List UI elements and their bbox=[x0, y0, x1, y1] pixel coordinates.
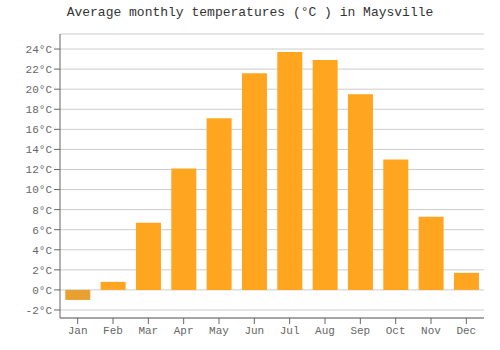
svg-text:24°C: 24°C bbox=[26, 44, 53, 56]
svg-text:8°C: 8°C bbox=[32, 205, 52, 217]
svg-text:16°C: 16°C bbox=[26, 124, 53, 136]
svg-text:0°C: 0°C bbox=[32, 285, 52, 297]
svg-text:Dec: Dec bbox=[456, 325, 476, 337]
svg-text:Mar: Mar bbox=[138, 325, 158, 337]
svg-text:Apr: Apr bbox=[174, 325, 194, 337]
svg-text:2°C: 2°C bbox=[32, 265, 52, 277]
svg-text:May: May bbox=[209, 325, 229, 337]
svg-text:-2°C: -2°C bbox=[26, 305, 53, 317]
svg-text:Aug: Aug bbox=[315, 325, 335, 337]
svg-text:Nov: Nov bbox=[421, 325, 441, 337]
svg-text:20°C: 20°C bbox=[26, 84, 53, 96]
svg-text:10°C: 10°C bbox=[26, 184, 53, 196]
svg-text:Sep: Sep bbox=[350, 325, 370, 337]
svg-text:4°C: 4°C bbox=[32, 245, 52, 257]
svg-text:Feb: Feb bbox=[103, 325, 123, 337]
svg-text:6°C: 6°C bbox=[32, 225, 52, 237]
svg-text:Jun: Jun bbox=[244, 325, 264, 337]
svg-text:Jul: Jul bbox=[280, 325, 300, 337]
svg-text:22°C: 22°C bbox=[26, 64, 53, 76]
html-text:Average monthly temperatures (: Average monthly temperatures (°C ) in Ma… bbox=[66, 5, 434, 20]
svg-text:Oct: Oct bbox=[386, 325, 406, 337]
svg-text:12°C: 12°C bbox=[26, 164, 53, 176]
svg-text:18°C: 18°C bbox=[26, 104, 53, 116]
svg-text:Jan: Jan bbox=[68, 325, 88, 337]
svg-text:14°C: 14°C bbox=[26, 144, 53, 156]
